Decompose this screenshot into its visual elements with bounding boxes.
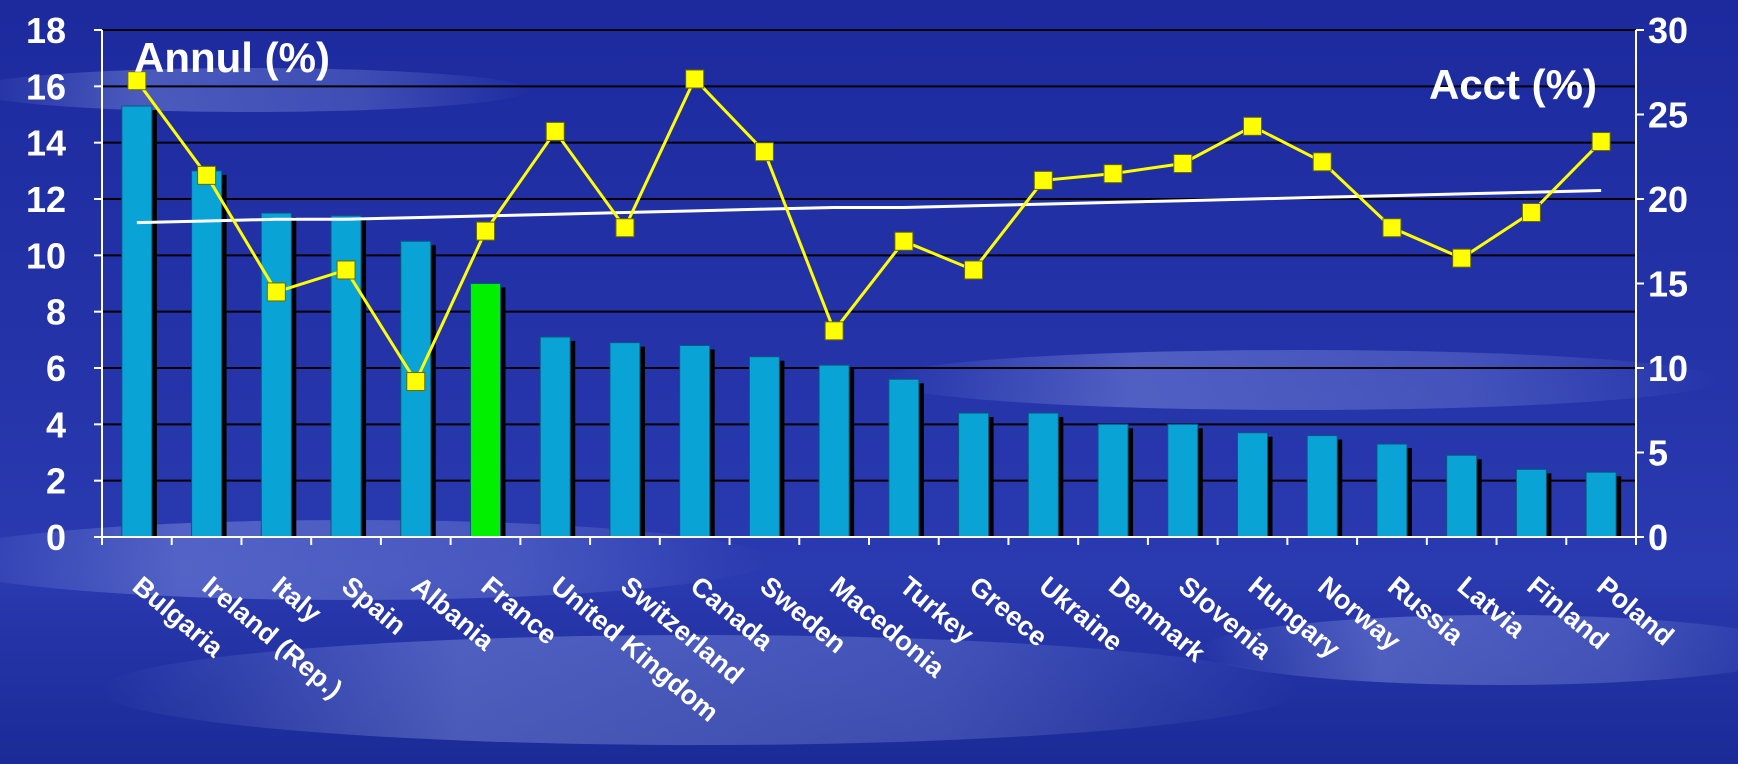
cloud-streak [1200, 615, 1738, 685]
left-tick-label: 6 [46, 348, 66, 389]
bar [1585, 471, 1617, 538]
bar [888, 378, 920, 538]
cloud-streak [880, 350, 1720, 410]
left-axis-title: Annul (%) [134, 34, 330, 81]
left-tick-label: 10 [26, 235, 66, 276]
left-tick-label: 0 [46, 517, 66, 558]
acct-marker [1591, 132, 1611, 152]
left-tick-label: 2 [46, 461, 66, 502]
acct-marker [615, 218, 635, 238]
left-tick-label: 12 [26, 179, 66, 220]
axes: 0 2 4 6 8 10 12 14 16 18 0 5 10 15 20 25 30 [26, 10, 1688, 558]
acct-marker [1521, 203, 1541, 223]
bar [1027, 412, 1059, 538]
acct-line [127, 69, 1611, 392]
right-tick-label: 25 [1648, 95, 1688, 136]
bar [191, 170, 223, 538]
bar [121, 105, 153, 538]
acct-marker [127, 71, 147, 91]
bar [539, 336, 571, 538]
right-tick-label: 15 [1648, 264, 1688, 305]
right-tick-label: 10 [1648, 348, 1688, 389]
bar [1237, 432, 1268, 538]
right-tick-label: 0 [1648, 517, 1668, 558]
acct-marker [1382, 218, 1402, 238]
acct-marker [1452, 248, 1472, 268]
acct-marker [336, 260, 356, 280]
bar [609, 342, 641, 538]
bar [748, 356, 780, 538]
bar [1306, 435, 1338, 538]
acct-marker [964, 260, 984, 280]
acct-marker [1103, 164, 1123, 184]
acct-marker [406, 372, 426, 392]
bar [1097, 423, 1129, 538]
bar [260, 212, 292, 538]
bar [1446, 454, 1478, 538]
acct-marker [266, 282, 286, 302]
right-tick-label: 5 [1648, 433, 1668, 474]
bar [1515, 468, 1547, 538]
bars [121, 105, 1622, 538]
bar [958, 412, 990, 538]
acct-line-path [135, 76, 1603, 385]
acct-marker [476, 221, 495, 241]
left-tick-label: 4 [46, 404, 66, 445]
acct-marker [1243, 116, 1262, 136]
bar [1167, 423, 1199, 538]
bar [1376, 443, 1408, 538]
acct-marker [545, 121, 565, 141]
acct-marker [1312, 152, 1332, 172]
acct-marker [1173, 154, 1193, 174]
right-axis-title: Acct (%) [1429, 61, 1597, 108]
acct-marker [685, 69, 705, 89]
cloud-streak [100, 635, 1300, 745]
acct-marker [754, 142, 774, 162]
bar [470, 283, 501, 538]
acct-marker [824, 321, 844, 341]
left-tick-label: 8 [46, 292, 66, 333]
left-tick-label: 16 [26, 66, 66, 107]
acct-marker [1033, 170, 1053, 190]
cloud-streak [0, 520, 770, 600]
acct-marker [197, 165, 217, 185]
bar [818, 364, 850, 538]
bar [679, 344, 711, 538]
left-tick-label: 14 [26, 123, 66, 164]
left-tick-label: 18 [26, 10, 66, 51]
right-tick-label: 20 [1648, 179, 1688, 220]
acct-marker [894, 231, 914, 251]
right-tick-label: 30 [1648, 10, 1688, 51]
